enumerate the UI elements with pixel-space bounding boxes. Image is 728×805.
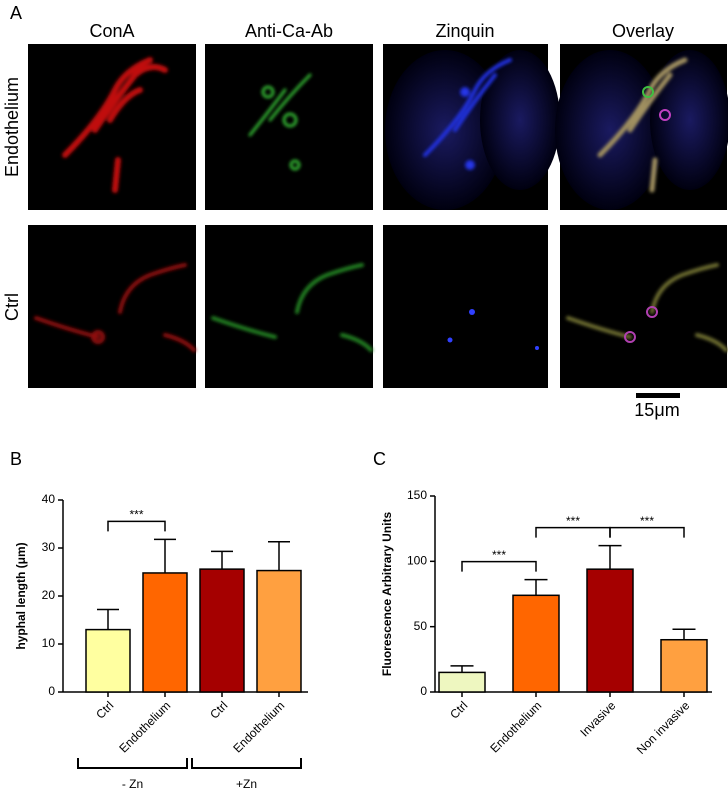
x-tick-label: Ctrl: [447, 698, 470, 721]
y-tick-label: 40: [42, 492, 56, 506]
significance-bracket: [461, 560, 537, 572]
y-tick-label: 10: [42, 636, 56, 650]
bar: [660, 638, 708, 693]
scale-bar-label: 15μm: [634, 400, 679, 420]
micrograph-row: [28, 44, 728, 210]
significance-label: ***: [566, 514, 580, 528]
y-tick-label: 20: [42, 588, 56, 602]
x-tick-label: Non invasive: [634, 698, 693, 757]
significance-label: ***: [492, 548, 506, 562]
row-label: Ctrl: [2, 293, 22, 321]
scale-bar: [636, 393, 680, 398]
x-tick-label: Endothelium: [487, 698, 544, 755]
column-title: Zinquin: [435, 21, 494, 41]
x-tick-label: Endothelium: [230, 698, 287, 755]
group-label: - Zn: [122, 777, 143, 791]
significance-bracket: [535, 526, 611, 538]
y-axis-label: hyphal length (μm): [14, 542, 28, 649]
x-tick-label: Ctrl: [93, 698, 116, 721]
significance-bracket: [107, 520, 166, 532]
significance-bracket: [609, 526, 685, 538]
column-title: Anti-Ca-Ab: [245, 21, 333, 41]
x-tick-label: Endothelium: [116, 698, 173, 755]
y-tick-label: 30: [42, 540, 56, 554]
group-bracket: [191, 758, 302, 769]
bar: [256, 569, 302, 693]
group-bracket: [77, 758, 188, 769]
x-tick-label: Ctrl: [207, 698, 230, 721]
y-tick-label: 150: [407, 488, 427, 502]
x-tick-label: Invasive: [577, 698, 618, 739]
bar: [512, 594, 560, 693]
y-tick-label: 50: [414, 619, 428, 633]
column-title: Overlay: [612, 21, 674, 41]
y-tick-label: 0: [48, 684, 55, 698]
significance-label: ***: [640, 514, 654, 528]
column-title: ConA: [89, 21, 134, 41]
bar: [199, 568, 245, 693]
micrograph-row: [28, 225, 728, 388]
y-tick-label: 0: [420, 684, 427, 698]
panel-label: A: [10, 3, 22, 23]
panel-label: C: [373, 449, 386, 469]
bar: [438, 671, 486, 693]
bar: [586, 568, 634, 693]
panel-label: B: [10, 449, 22, 469]
row-label: Endothelium: [2, 77, 22, 177]
significance-label: ***: [129, 508, 143, 522]
bar: [142, 572, 188, 693]
bar: [85, 628, 131, 693]
y-tick-label: 100: [407, 554, 427, 568]
group-label: +Zn: [236, 777, 257, 791]
y-axis-label: Fluorescence Arbitrary Units: [380, 512, 394, 677]
